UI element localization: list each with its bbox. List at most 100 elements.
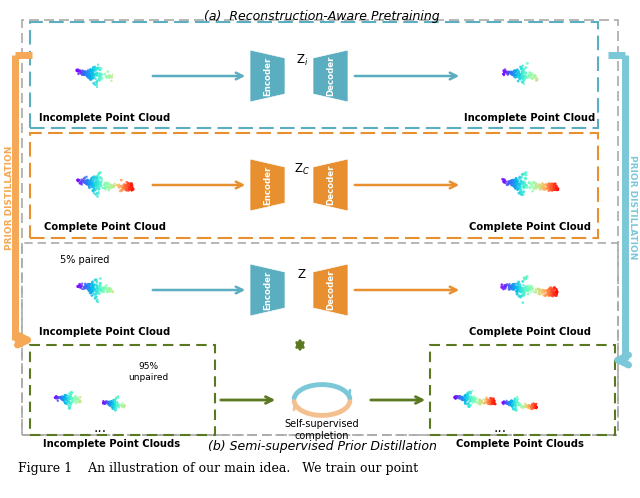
Point bbox=[526, 71, 536, 79]
Point bbox=[56, 393, 66, 401]
Point bbox=[502, 400, 512, 408]
Point bbox=[469, 395, 479, 403]
Point bbox=[73, 67, 83, 75]
Point bbox=[544, 184, 554, 192]
Text: ...: ... bbox=[93, 421, 107, 435]
Point bbox=[513, 401, 523, 409]
Point bbox=[510, 404, 520, 412]
Point bbox=[516, 287, 527, 295]
Point bbox=[504, 399, 515, 407]
Point bbox=[78, 175, 88, 183]
Point bbox=[541, 185, 551, 193]
Point bbox=[476, 398, 486, 406]
Point bbox=[83, 70, 93, 78]
Point bbox=[516, 78, 527, 86]
Point bbox=[83, 70, 93, 78]
Point bbox=[508, 176, 518, 184]
Point bbox=[518, 71, 528, 79]
Point bbox=[485, 398, 495, 406]
Point bbox=[81, 177, 92, 185]
Point bbox=[509, 67, 520, 75]
Point bbox=[508, 285, 518, 293]
Point bbox=[81, 177, 92, 185]
Point bbox=[511, 401, 522, 409]
Point bbox=[72, 398, 83, 406]
Point bbox=[549, 284, 559, 292]
Point bbox=[95, 73, 106, 81]
Point bbox=[62, 391, 72, 399]
Point bbox=[522, 59, 532, 67]
Point bbox=[504, 398, 514, 406]
Point bbox=[54, 393, 64, 401]
Point bbox=[81, 70, 91, 78]
Point bbox=[122, 183, 132, 191]
Point bbox=[510, 67, 520, 75]
Point bbox=[549, 185, 559, 193]
Point bbox=[56, 394, 67, 402]
Point bbox=[552, 288, 563, 296]
Point bbox=[508, 281, 518, 289]
Point bbox=[87, 283, 97, 291]
Point bbox=[504, 398, 515, 406]
Point bbox=[127, 187, 137, 195]
Point bbox=[86, 288, 96, 296]
Point bbox=[87, 286, 97, 294]
Point bbox=[457, 395, 467, 403]
Point bbox=[463, 390, 473, 398]
Point bbox=[506, 398, 516, 406]
Point bbox=[514, 286, 524, 294]
Point bbox=[123, 179, 133, 187]
Point bbox=[58, 394, 68, 402]
Point bbox=[116, 182, 126, 190]
Point bbox=[84, 283, 94, 291]
Point bbox=[91, 172, 101, 180]
Point bbox=[453, 392, 463, 400]
Point bbox=[506, 180, 516, 188]
Point bbox=[524, 71, 534, 79]
Point bbox=[550, 291, 560, 299]
Point bbox=[507, 178, 517, 186]
Point bbox=[88, 67, 98, 75]
Point bbox=[60, 393, 70, 401]
Point bbox=[90, 294, 100, 302]
Point bbox=[109, 398, 120, 406]
Point bbox=[86, 285, 97, 293]
Point bbox=[124, 180, 134, 188]
Point bbox=[534, 285, 545, 293]
Point bbox=[51, 393, 61, 401]
Point bbox=[545, 290, 555, 298]
Point bbox=[70, 396, 81, 404]
Point bbox=[460, 396, 470, 404]
Point bbox=[84, 180, 94, 188]
Point bbox=[87, 285, 97, 293]
Point bbox=[62, 397, 72, 405]
Point bbox=[81, 284, 92, 292]
Point bbox=[521, 69, 531, 77]
Point bbox=[511, 181, 521, 189]
Point bbox=[509, 284, 520, 292]
Point bbox=[534, 182, 545, 190]
Point bbox=[516, 64, 527, 72]
Point bbox=[517, 402, 527, 410]
Point bbox=[550, 185, 560, 193]
Point bbox=[525, 404, 536, 412]
Point bbox=[538, 182, 548, 190]
Point bbox=[531, 403, 541, 411]
Point bbox=[524, 285, 534, 293]
Point bbox=[508, 179, 518, 187]
Point bbox=[515, 293, 525, 301]
Point bbox=[518, 278, 528, 286]
Point bbox=[118, 403, 129, 411]
Point bbox=[86, 180, 96, 188]
Point bbox=[518, 171, 528, 179]
Point bbox=[452, 394, 462, 402]
Point bbox=[86, 175, 97, 183]
Point bbox=[550, 184, 560, 192]
Point bbox=[506, 178, 516, 186]
Point bbox=[548, 184, 559, 192]
Point bbox=[508, 179, 518, 187]
Point bbox=[508, 281, 518, 289]
Point bbox=[52, 394, 63, 402]
Point bbox=[531, 72, 541, 80]
Point bbox=[531, 403, 541, 411]
